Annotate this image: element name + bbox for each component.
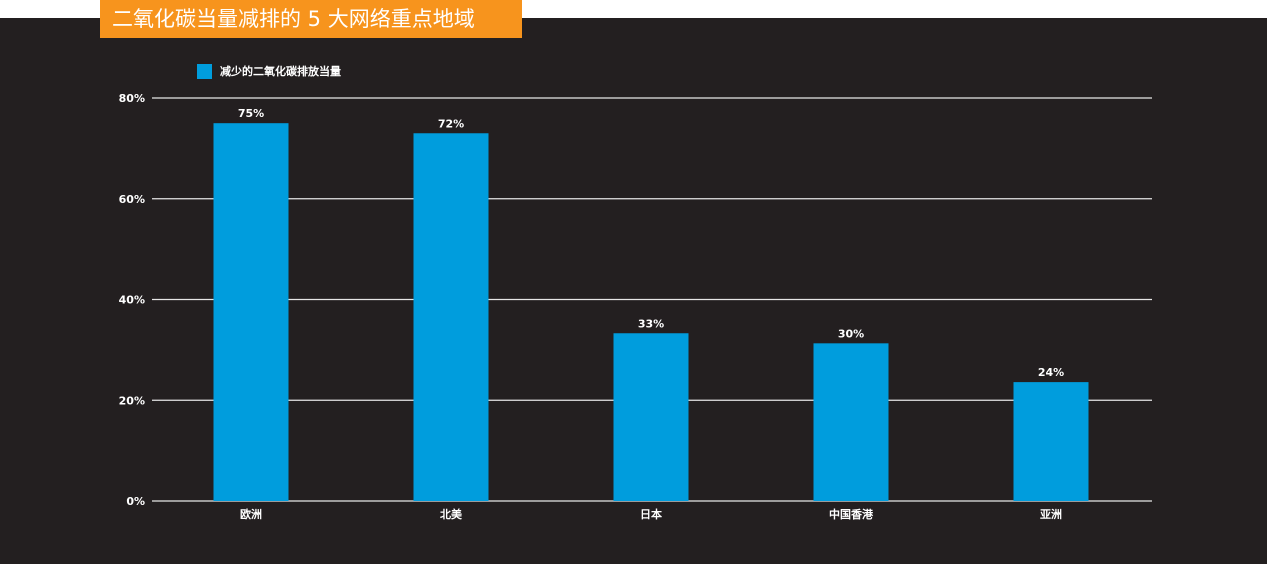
y-tick-label: 0%	[126, 495, 145, 508]
data-label: 30%	[838, 327, 864, 340]
y-tick-label: 20%	[119, 394, 145, 407]
x-tick-label: 北美	[440, 507, 463, 521]
data-label: 24%	[1038, 366, 1064, 379]
y-tick-label: 40%	[119, 294, 145, 307]
bar	[413, 133, 489, 501]
bar	[1013, 382, 1089, 501]
x-tick-label: 亚洲	[1040, 508, 1062, 521]
data-label: 72%	[438, 117, 464, 130]
legend: 减少的二氧化碳排放当量	[197, 63, 341, 79]
legend-swatch	[197, 63, 212, 79]
legend-label: 减少的二氧化碳排放当量	[220, 65, 341, 78]
bar	[813, 343, 889, 501]
x-tick-label: 欧洲	[240, 507, 262, 521]
y-tick-label: 60%	[119, 193, 145, 206]
bar	[213, 123, 289, 501]
data-label: 33%	[638, 317, 664, 330]
x-tick-label: 中国香港	[829, 507, 874, 521]
data-label: 75%	[238, 107, 264, 120]
y-tick-label: 80%	[119, 92, 145, 105]
x-tick-label: 日本	[640, 507, 662, 521]
chart-title: 二氧化碳当量减排的 5 大网络重点地域	[100, 0, 522, 38]
bar	[613, 333, 689, 501]
